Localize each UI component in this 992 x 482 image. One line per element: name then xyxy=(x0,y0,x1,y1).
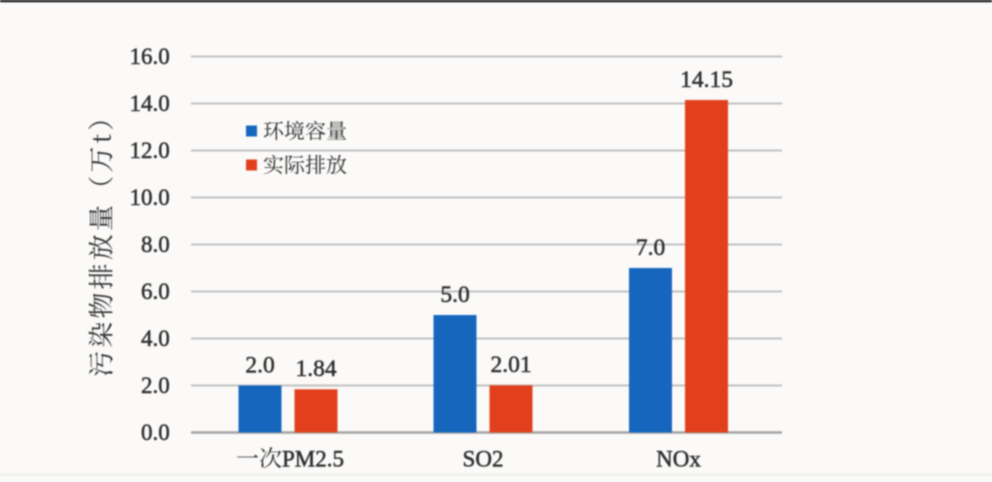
svg-text:5.0: 5.0 xyxy=(440,282,469,308)
svg-text:0.0: 0.0 xyxy=(141,420,170,445)
svg-text:8.0: 8.0 xyxy=(141,232,170,257)
svg-text:1.84: 1.84 xyxy=(295,356,336,382)
svg-text:PM2.5: PM2.5 xyxy=(282,447,344,472)
svg-text:14.15: 14.15 xyxy=(680,67,733,93)
svg-text:SO2: SO2 xyxy=(463,447,504,472)
svg-text:4.0: 4.0 xyxy=(141,326,170,351)
svg-text:14.0: 14.0 xyxy=(130,91,170,116)
svg-text:16.0: 16.0 xyxy=(130,44,170,69)
svg-text:2.01: 2.01 xyxy=(490,352,531,378)
svg-text:2.0: 2.0 xyxy=(245,352,274,378)
svg-text:2.0: 2.0 xyxy=(141,373,170,398)
svg-text:12.0: 12.0 xyxy=(130,138,170,163)
svg-text:NOx: NOx xyxy=(656,447,701,472)
svg-text:7.0: 7.0 xyxy=(636,235,665,261)
svg-text:10.0: 10.0 xyxy=(130,185,170,210)
svg-text:6.0: 6.0 xyxy=(141,279,170,304)
